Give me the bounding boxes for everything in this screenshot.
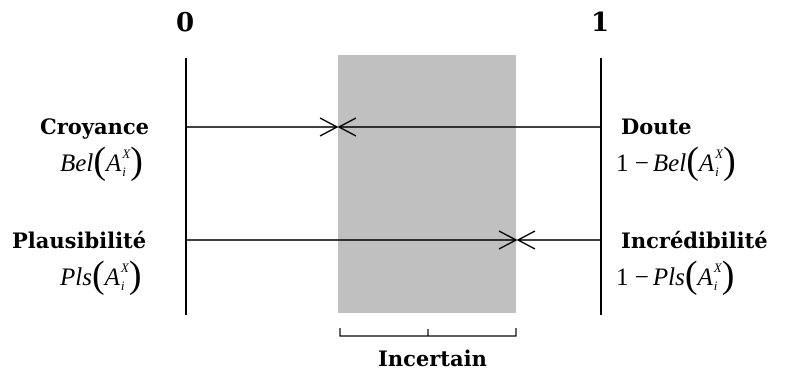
formula-superscript: X (122, 146, 131, 161)
formula-open-paren: ( (686, 140, 699, 182)
incredibility-formula: 1 − Pls ( A X i ) (616, 254, 735, 296)
formula-open-paren: ( (684, 254, 698, 296)
uncertain-label: Incertain (378, 346, 487, 371)
formula-superscript: X (120, 260, 129, 275)
formula-variable: A (105, 149, 122, 177)
formula-close-paren: ) (130, 140, 143, 182)
axis-tick-0: 0 (176, 8, 195, 38)
uncertain-region (338, 55, 516, 313)
formula-close-paren: ) (721, 254, 735, 296)
formula-function: Pls (60, 263, 92, 291)
formula-variable: A (697, 263, 713, 291)
belief-formula: Bel ( A X i ) (60, 140, 143, 182)
formula-superscript: X (715, 146, 724, 161)
formula-scripts: X i (713, 260, 722, 293)
formula-variable: A (104, 263, 120, 291)
formula-subscript: i (715, 164, 719, 179)
formula-close-paren: ) (128, 254, 142, 296)
formula-close-paren: ) (723, 140, 736, 182)
formula-scripts: X i (122, 146, 131, 179)
formula-function: Pls (652, 263, 685, 291)
formula-scripts: X i (120, 260, 129, 293)
formula-scripts: X i (715, 146, 724, 179)
plausibility-formula: Pls ( A X i ) (60, 254, 142, 296)
axis-tick-1: 1 (591, 8, 610, 38)
formula-prefix: 1 − (616, 149, 649, 177)
formula-function: Bel (60, 149, 94, 177)
belief-arrowhead (319, 117, 339, 137)
formula-prefix: 1 − (616, 263, 649, 291)
doubt-formula: 1 − Bel ( A X i ) (616, 140, 736, 182)
formula-superscript: X (713, 260, 722, 275)
incredibility-arrowhead (516, 230, 536, 250)
incredibility-label: Incrédibilité (621, 228, 768, 253)
belief-label: Croyance (40, 114, 150, 139)
doubt-label: Doute (621, 114, 692, 139)
formula-variable: A (698, 149, 715, 177)
formula-subscript: i (120, 278, 125, 293)
formula-open-paren: ( (91, 254, 105, 296)
formula-open-paren: ( (93, 140, 106, 182)
formula-function: Bel (652, 149, 687, 177)
formula-subscript: i (713, 278, 718, 293)
plausibility-label: Plausibilité (12, 228, 147, 253)
formula-subscript: i (122, 164, 126, 179)
plausibility-arrowhead (498, 230, 518, 250)
doubt-arrowhead (337, 117, 357, 137)
